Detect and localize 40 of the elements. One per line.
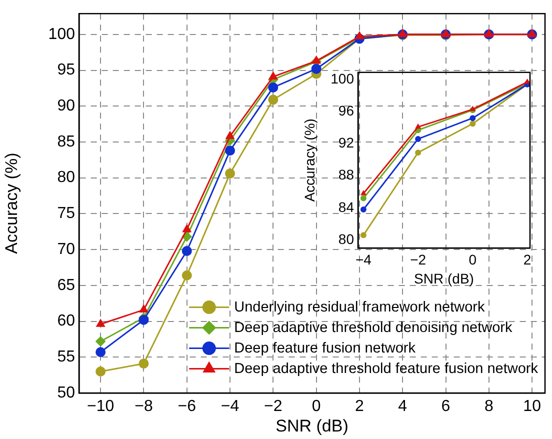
x-tick-label: −2 [410, 251, 426, 268]
x-tick-label: −6 [178, 398, 196, 416]
y-tick-label: 95 [57, 62, 76, 79]
y-tick-label: 80 [57, 169, 76, 186]
x-tick-label: 6 [441, 398, 450, 416]
legend-label: Deep adaptive threshold denoising network [234, 320, 513, 336]
x-tick-label: 4 [398, 398, 408, 416]
y-tick-label: 90 [57, 98, 76, 115]
x-tick-label: 2 [523, 251, 532, 268]
y-tick-label: 100 [330, 70, 354, 86]
x-tick-label: 2 [355, 398, 364, 416]
y-axis-title: Accuracy (%) [301, 118, 318, 202]
x-tick-label: −8 [134, 398, 153, 416]
y-tick-label: 60 [57, 312, 76, 330]
x-tick-label: 0 [312, 398, 321, 416]
y-axis-title: Accuracy (%) [2, 152, 21, 254]
y-tick-label: 80 [338, 230, 354, 247]
y-tick-label: 70 [57, 240, 76, 258]
x-tick-label: −4 [355, 251, 372, 268]
y-tick-label: 50 [57, 384, 76, 402]
legend-label: Deep feature fusion network [234, 340, 416, 356]
y-tick-label: 55 [57, 348, 76, 366]
y-tick-label: 85 [57, 133, 76, 150]
y-tick-label: 100 [48, 26, 76, 43]
y-tick-label: 75 [57, 205, 76, 222]
x-tick-label: 0 [468, 251, 477, 268]
x-tick-label: −2 [264, 398, 282, 416]
y-tick-label: 96 [338, 102, 354, 119]
x-tick-label: 8 [484, 398, 494, 416]
legend-label: Deep adaptive threshold feature fusion network [234, 360, 539, 377]
y-tick-label: 84 [338, 198, 354, 215]
y-tick-label: 88 [338, 166, 354, 183]
x-axis-title: SNR (dB) [414, 270, 474, 286]
x-tick-label: 10 [523, 398, 542, 416]
y-tick-label: 92 [338, 134, 354, 151]
x-tick-label: −10 [87, 398, 114, 416]
y-tick-label: 65 [57, 276, 76, 294]
x-tick-label: −4 [220, 398, 240, 416]
x-axis-title: SNR (dB) [276, 416, 348, 436]
legend-label: Underlying residual framework network [234, 299, 486, 316]
